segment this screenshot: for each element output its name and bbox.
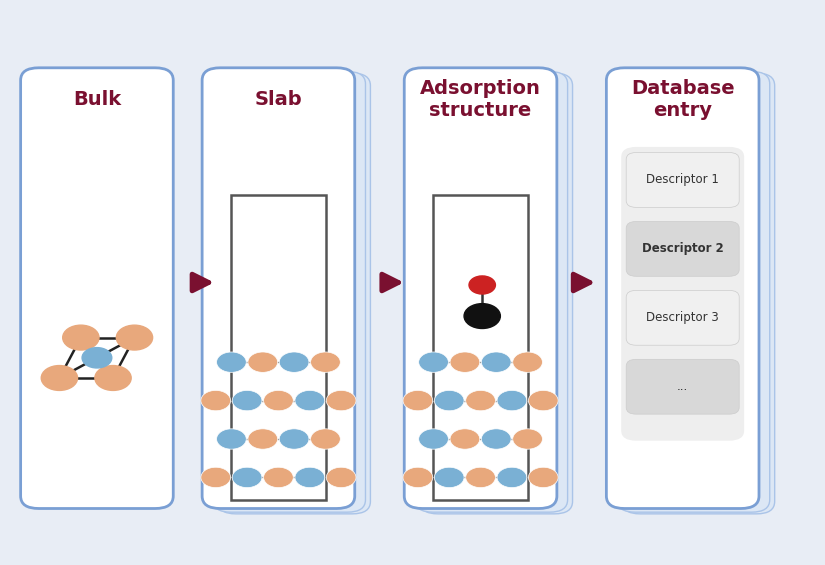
Circle shape: [497, 390, 527, 411]
Bar: [433, 195, 528, 500]
Text: Bulk: Bulk: [73, 90, 121, 110]
Text: Descriptor 1: Descriptor 1: [646, 173, 719, 186]
FancyBboxPatch shape: [606, 68, 759, 508]
Circle shape: [482, 429, 512, 449]
Circle shape: [512, 352, 543, 372]
Circle shape: [233, 390, 262, 411]
Circle shape: [528, 467, 558, 488]
Circle shape: [279, 352, 309, 372]
Text: Database
entry: Database entry: [631, 79, 734, 120]
Circle shape: [41, 366, 78, 390]
FancyBboxPatch shape: [622, 73, 775, 514]
FancyBboxPatch shape: [420, 73, 573, 514]
Circle shape: [434, 467, 464, 488]
Circle shape: [216, 429, 247, 449]
Circle shape: [512, 429, 543, 449]
Circle shape: [450, 352, 480, 372]
FancyBboxPatch shape: [626, 153, 739, 207]
Text: Descriptor 3: Descriptor 3: [646, 311, 719, 324]
FancyBboxPatch shape: [617, 71, 770, 512]
FancyBboxPatch shape: [404, 68, 557, 508]
Circle shape: [418, 352, 449, 372]
FancyBboxPatch shape: [626, 290, 739, 345]
Circle shape: [263, 467, 294, 488]
FancyBboxPatch shape: [21, 68, 173, 508]
Circle shape: [116, 325, 153, 350]
FancyBboxPatch shape: [415, 71, 568, 512]
Text: ...: ...: [677, 380, 688, 393]
Circle shape: [233, 467, 262, 488]
Circle shape: [82, 347, 111, 368]
FancyBboxPatch shape: [626, 221, 739, 276]
Bar: [231, 195, 326, 500]
Text: Slab: Slab: [255, 90, 302, 110]
Circle shape: [201, 467, 231, 488]
Circle shape: [434, 390, 464, 411]
Circle shape: [327, 390, 356, 411]
FancyBboxPatch shape: [202, 68, 355, 508]
Circle shape: [465, 390, 495, 411]
Circle shape: [465, 467, 495, 488]
Circle shape: [63, 325, 99, 350]
Circle shape: [403, 390, 433, 411]
Circle shape: [95, 366, 131, 390]
Circle shape: [482, 352, 512, 372]
FancyBboxPatch shape: [621, 147, 744, 441]
Circle shape: [310, 352, 341, 372]
Text: Descriptor 2: Descriptor 2: [642, 242, 724, 255]
Circle shape: [497, 467, 527, 488]
Circle shape: [201, 390, 231, 411]
Circle shape: [327, 467, 356, 488]
Circle shape: [469, 276, 495, 294]
Circle shape: [295, 467, 325, 488]
Circle shape: [295, 390, 325, 411]
Circle shape: [403, 467, 433, 488]
Circle shape: [248, 352, 277, 372]
Circle shape: [248, 429, 277, 449]
Circle shape: [263, 390, 294, 411]
Circle shape: [528, 390, 558, 411]
Circle shape: [450, 429, 480, 449]
FancyBboxPatch shape: [626, 359, 739, 414]
Text: Adsorption
structure: Adsorption structure: [420, 79, 541, 120]
FancyBboxPatch shape: [218, 73, 370, 514]
FancyBboxPatch shape: [213, 71, 365, 512]
Circle shape: [310, 429, 341, 449]
Circle shape: [464, 303, 500, 328]
Circle shape: [279, 429, 309, 449]
Circle shape: [216, 352, 247, 372]
Circle shape: [418, 429, 449, 449]
